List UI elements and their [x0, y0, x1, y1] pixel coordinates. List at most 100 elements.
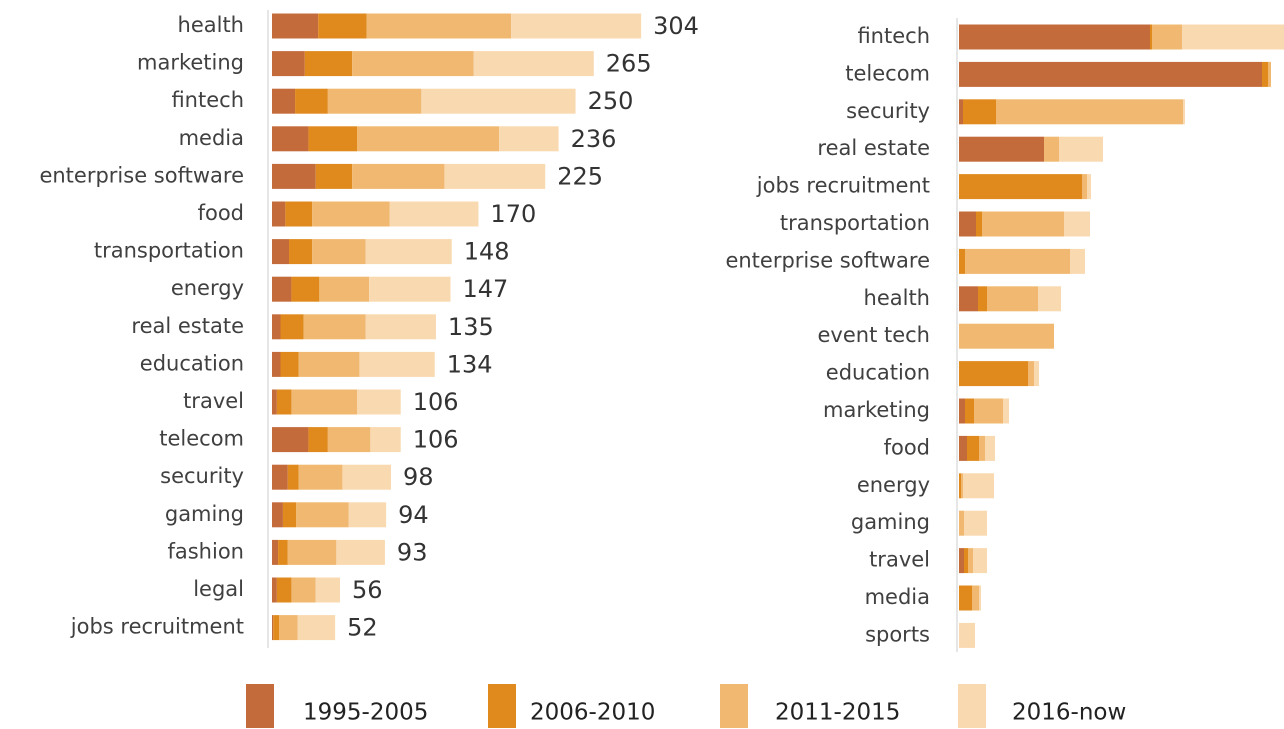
bar-segment: [959, 211, 976, 237]
category-label: transportation: [94, 239, 244, 263]
category-label: health: [864, 286, 930, 310]
category-label: legal: [193, 577, 244, 601]
bar-segment: [280, 314, 304, 340]
total-label: 304: [653, 12, 699, 40]
bar-segment: [295, 88, 328, 114]
category-label: media: [179, 126, 244, 150]
category-label: transportation: [780, 211, 930, 235]
bar-segment: [1087, 174, 1091, 200]
total-label: 106: [413, 388, 459, 416]
bar-segment: [499, 126, 559, 152]
category-label: jobs recruitment: [70, 615, 244, 639]
bar-segment: [1034, 361, 1039, 387]
bar-segment: [272, 464, 288, 490]
bar-segment: [272, 276, 292, 302]
bar-segment: [318, 13, 367, 39]
category-label: jobs recruitment: [756, 174, 930, 198]
bar-segment: [298, 464, 343, 490]
legend-label: 2011-2015: [775, 700, 900, 726]
legend-label: 2016-now: [1012, 700, 1126, 726]
bar-segment: [272, 201, 286, 227]
bar-segment: [370, 427, 401, 453]
legend-swatch: [720, 684, 748, 728]
bar-segment: [319, 276, 370, 302]
category-label: media: [865, 585, 930, 609]
legend-label: 1995-2005: [303, 700, 428, 726]
category-label: health: [178, 13, 244, 37]
category-label: event tech: [818, 323, 931, 347]
bar-segment: [352, 51, 474, 77]
category-label: enterprise software: [725, 248, 930, 272]
category-label: travel: [183, 389, 244, 413]
legend-swatch: [488, 684, 516, 728]
bar-segment: [979, 435, 985, 461]
bar-segment: [996, 99, 1183, 125]
bar-segment: [959, 286, 978, 312]
bar-segment: [272, 577, 277, 603]
bar-segment: [959, 361, 1028, 387]
bar-segment: [276, 577, 292, 603]
bar-segment: [315, 577, 340, 603]
bar-segment: [272, 427, 309, 453]
bar-segment: [963, 99, 996, 125]
total-label: 250: [588, 87, 634, 115]
bar-segment: [352, 163, 445, 189]
bar-segment: [982, 211, 1064, 237]
category-label: real estate: [817, 136, 930, 160]
category-label: education: [140, 351, 244, 375]
bar-segment: [1152, 24, 1182, 50]
total-label: 52: [347, 614, 378, 642]
bar-segment: [348, 502, 387, 528]
bar-segment: [959, 99, 963, 125]
bar-segment: [1028, 361, 1034, 387]
legend-label: 2006-2010: [530, 700, 655, 726]
bar-segment: [312, 201, 390, 227]
category-label: fashion: [167, 539, 244, 563]
bar-segment: [979, 585, 981, 611]
bar-segment: [959, 61, 1262, 87]
bar-segment: [1038, 286, 1061, 312]
bar-segment: [273, 615, 280, 641]
bar-segment: [964, 548, 968, 574]
bar-segment: [1268, 61, 1271, 87]
total-label: 93: [397, 538, 428, 566]
bar-segment: [976, 211, 982, 237]
bar-segment: [296, 502, 349, 528]
bar-segment: [959, 473, 961, 499]
bar-segment: [473, 51, 594, 77]
category-label: food: [198, 201, 244, 225]
total-label: 236: [571, 125, 617, 153]
category-label: travel: [869, 548, 930, 572]
total-label: 265: [606, 50, 652, 78]
bar-segment: [291, 577, 316, 603]
total-label: 225: [557, 162, 603, 190]
bar-segment: [959, 398, 965, 424]
bar-segment: [965, 248, 1070, 274]
bar-segment: [291, 389, 357, 415]
bar-segment: [278, 539, 288, 565]
total-label: 170: [490, 200, 536, 228]
bar-segment: [974, 398, 1003, 424]
bar-segment: [308, 126, 357, 152]
bar-segment: [1059, 136, 1103, 162]
bar-segment: [298, 351, 360, 377]
bar-segment: [272, 389, 277, 415]
bar-segment: [1044, 136, 1059, 162]
bar-segment: [963, 473, 994, 499]
bar-segment: [327, 88, 422, 114]
bar-segment: [1003, 398, 1009, 424]
bar-segment: [1183, 99, 1185, 125]
bar-segment: [444, 163, 546, 189]
bar-segment: [308, 427, 328, 453]
bar-segment: [359, 351, 435, 377]
bar-segment: [1082, 174, 1087, 200]
bar-segment: [342, 464, 391, 490]
category-label: telecom: [845, 61, 930, 85]
bar-segment: [421, 88, 576, 114]
bar-segment: [336, 539, 385, 565]
bar-segment: [315, 163, 353, 189]
bar-segment: [366, 13, 512, 39]
category-label: security: [846, 99, 930, 123]
bar-segment: [272, 615, 274, 641]
category-label: marketing: [823, 398, 930, 422]
